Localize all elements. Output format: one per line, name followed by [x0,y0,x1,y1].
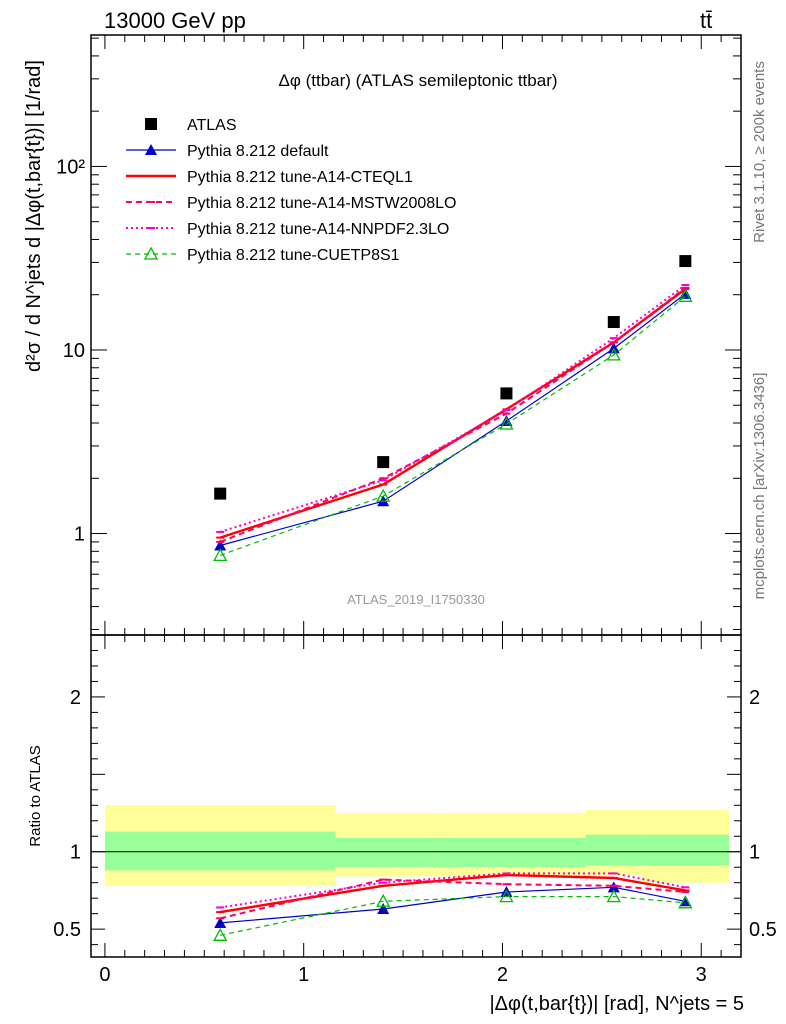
series-marker [214,539,227,551]
series-marker [499,416,514,430]
series-marker [606,889,621,903]
legend-label: Pythia 8.212 tune-A14-NNPDF2.3LO [187,221,449,238]
ratio-panel-frame [90,634,742,958]
legend: ATLAS Pythia 8.212 default Pythia 8.212 tu… [126,117,456,264]
main-y-tick-label: 1 [74,524,85,546]
legend-label: Pythia 8.212 default [187,143,329,160]
series-marker [607,881,620,893]
legend-label: ATLAS [187,117,237,134]
ratio-band-stat [585,834,642,866]
ratio-series-line [220,895,686,936]
ratio-y-tick-label-right: 1 [749,842,760,864]
x-tick-label: 0 [99,964,110,986]
ratio-y-tick-label-right: 2 [749,687,760,709]
x-tick-label: 3 [696,964,707,986]
series-layer [213,255,693,941]
series-marker [213,548,228,562]
ratio-band-stat [434,837,586,868]
data-point [377,456,390,469]
data-point [214,487,227,500]
main-y-axis-label: d²σ / d N^jets d |Δφ(t,bar{t})| [1/rad] [23,60,45,372]
mcplots-label: mcplots.cern.ch [arXiv:1306.3436] [751,373,768,600]
x-tick-label: 2 [497,964,508,986]
main-y-tick-label: 10 [63,340,85,362]
ratio-y-tick-label: 2 [70,687,81,709]
x-tick-label: 1 [298,964,309,986]
ratio-y-axis-label: Ratio to ATLAS [27,745,44,846]
main-series-line [220,293,686,547]
series-marker [145,144,157,155]
series-marker [499,889,514,903]
series-marker [214,916,227,928]
ratio-y-tick-label-right: 0.5 [749,919,777,941]
plot-title: Δφ (ttbar) (ATLAS semileptonic ttbar) [278,71,557,90]
x-axis-label: |Δφ(t,bar{t})| [rad], N^jets = 5 [489,993,744,1015]
series-marker [143,246,159,260]
ratio-band-stat [641,834,730,866]
series-marker [376,488,391,502]
legend-label: Pythia 8.212 tune-A14-MSTW2008LO [187,195,456,212]
data-point [145,118,157,130]
main-y-tick-label: 10² [56,156,85,178]
series-marker [376,893,391,907]
legend-label: Pythia 8.212 tune-A14-CTEQL1 [187,169,413,186]
series-marker [213,927,228,941]
series-marker [678,895,693,909]
process-label: tt̄ [700,8,712,33]
main-series-line [219,284,686,533]
rivet-label: Rivet 3.1.10, ≥ 200k events [751,61,768,243]
ratio-y-tick-label: 0.5 [53,919,81,941]
ratio-band-stat [335,837,435,868]
data-point [679,255,692,268]
series-marker [678,288,693,302]
legend-label: Pythia 8.212 tune-CUETP8S1 [187,247,400,264]
ratio-y-tick-label: 1 [70,842,81,864]
ratio-band-stat [104,831,336,871]
analysis-tag: ATLAS_2019_I1750330 [347,592,485,607]
energy-label: 13000 GeV pp [104,8,246,33]
ratio-bands-layer [91,805,741,886]
data-point [500,387,513,400]
series-marker [377,903,390,915]
data-point [607,316,620,329]
main-series-line [219,295,686,556]
series-marker [606,347,621,361]
axes-layer: 0 1 2 3 1 10 10² 0.5 0.5 1 1 2 2 [53,34,777,986]
ratio-series-line [220,872,686,909]
